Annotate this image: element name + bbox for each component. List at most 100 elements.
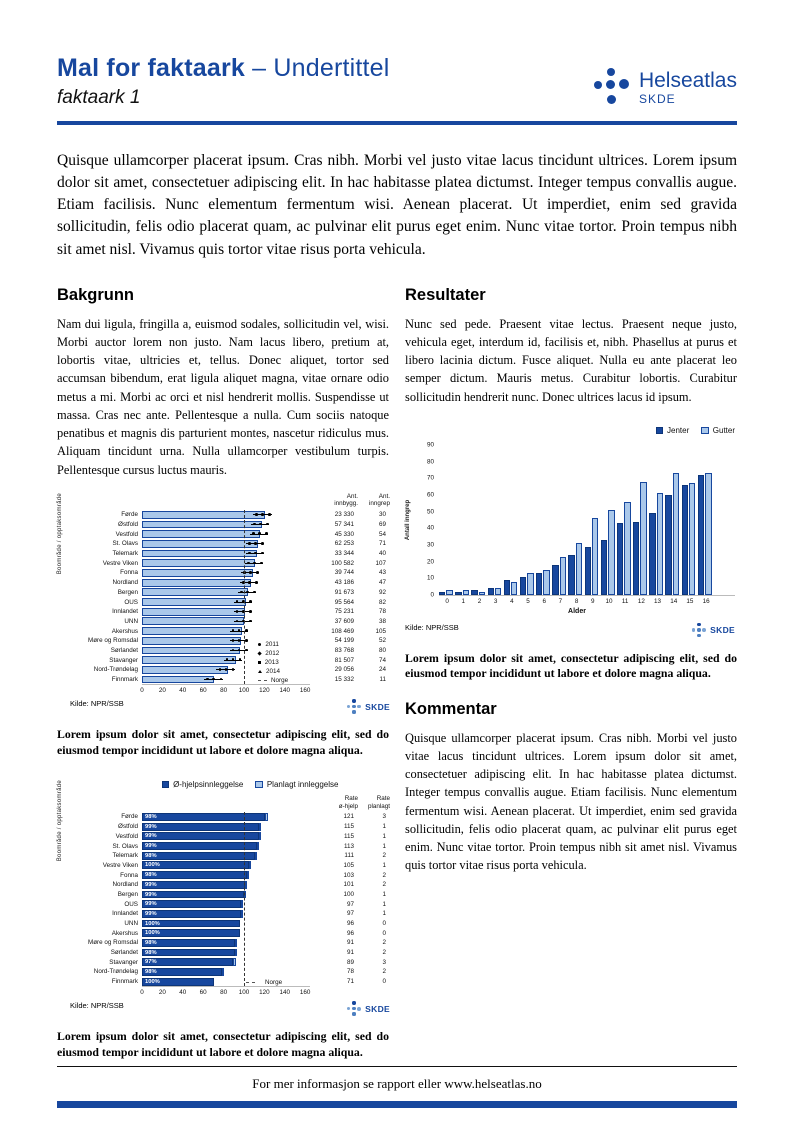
value-innbygg: 39 744 [334, 569, 354, 577]
year-point-marker [261, 513, 264, 516]
region-label: OUS [124, 900, 138, 908]
x-tick-label: 40 [179, 686, 187, 694]
year-point-marker [237, 639, 241, 642]
norge-legend: Norge [246, 978, 282, 987]
skde-dot [352, 1006, 356, 1011]
rate-bar [142, 617, 244, 626]
age-group [649, 493, 664, 595]
region-label: Stavanger [109, 656, 138, 664]
bar-percent-label: 99% [145, 910, 157, 917]
region-label: Vestre Viken [102, 559, 138, 567]
row-plot: 100% [142, 929, 310, 938]
chart-row: Nordland 43 186 47 [70, 578, 390, 588]
x-axis: 0 20 40 60 80 100 120 140 160 [140, 986, 310, 998]
rate-bar: 100% [142, 929, 240, 938]
region-label: Innlandet [112, 608, 138, 616]
value-innbygg: 15 332 [334, 676, 354, 684]
row-plot [142, 510, 310, 519]
kommentar-body: Quisque ullamcorper placerat ipsum. Cras… [405, 730, 737, 873]
chart-row: OUS 99% 97 1 [70, 899, 390, 909]
row-plot: 98% [142, 851, 310, 860]
year-point-marker [258, 532, 261, 536]
chart-row: Sørlandet 98% 91 2 [70, 948, 390, 958]
value-innbygg: 57 341 [334, 521, 354, 529]
region-label: OUS [124, 598, 138, 606]
chart-legend: Ø-hjelpsinnleggelse Planlagt innleggelse [110, 780, 390, 789]
year-point-marker [261, 542, 264, 545]
year-point-marker [253, 590, 256, 594]
bar-jenter [633, 521, 640, 595]
year-point-marker [224, 668, 228, 671]
skde-dot [352, 710, 356, 714]
bar-jenter [455, 591, 462, 595]
rate-bar [142, 510, 266, 519]
skde-dot [347, 704, 351, 709]
bar-jenter [552, 564, 559, 595]
region-label: Førde [121, 813, 138, 821]
bar-jenter [536, 573, 543, 595]
row-plot: 99% [142, 832, 310, 841]
chart-row: Bergen 99% 100 1 [70, 890, 390, 900]
bars-container [439, 445, 735, 595]
year-legend-item: 2012 [257, 649, 288, 658]
planned-bar-segment [259, 832, 262, 841]
value-inngrep: 0 [382, 929, 386, 937]
diamond-marker-icon [257, 651, 262, 656]
norge-legend-item: Norge [246, 978, 282, 987]
rate-bar: 99% [142, 880, 246, 889]
year-point-marker [249, 619, 252, 623]
value-innbygg: 43 186 [334, 579, 354, 587]
dashed-line-icon [258, 679, 267, 681]
value-inngrep: 43 [378, 569, 386, 577]
legend-swatch [655, 426, 664, 435]
bar-gutter [462, 589, 469, 595]
skde-wordmark: SKDE [365, 1003, 390, 1014]
value-innbygg: 100 [343, 890, 354, 898]
year-point-marker [248, 542, 251, 545]
chart-row: Akershus 108 469 105 [70, 626, 390, 636]
planned-bar-segment [255, 851, 258, 860]
value-inngrep: 1 [382, 832, 386, 840]
chart-row: Vestfold 45 330 54 [70, 529, 390, 539]
x-tick-label: 11 [621, 597, 629, 605]
row-plot: 99% [142, 880, 310, 889]
bar-gutter [705, 473, 712, 595]
rate-bar: 99% [142, 900, 241, 909]
year-point-marker [248, 551, 251, 555]
region-label: Vestfold [115, 832, 138, 840]
value-inngrep: 2 [382, 852, 386, 860]
age-group [439, 589, 453, 595]
header-rule [57, 121, 737, 125]
row-plot [142, 559, 310, 568]
region-label: Østfold [118, 521, 138, 529]
year-point-marker [253, 522, 256, 526]
value-inngrep: 107 [375, 559, 386, 567]
region-label: Bergen [117, 588, 138, 596]
value-inngrep: 0 [382, 920, 386, 928]
value-inngrep: 82 [378, 598, 386, 606]
skde-dot [702, 628, 707, 633]
bar-percent-label: 100% [145, 862, 160, 869]
bar-gutter [640, 481, 647, 595]
x-tick-label: 160 [299, 686, 311, 694]
legend-swatch [255, 780, 263, 789]
column-headers: Ant. innbygg. Ant. inngrep [70, 493, 390, 508]
chart-row: St. Olavs 62 253 71 [70, 539, 390, 549]
chart-row: Innlandet 75 231 78 [70, 607, 390, 617]
value-inngrep: 1 [382, 900, 386, 908]
chart-footer: Kilde: NPR/SSB SKDE [70, 1001, 390, 1016]
value-innbygg: 121 [343, 813, 354, 821]
chart-row: Sørlandet 83 768 80 [70, 646, 390, 656]
logo-wordmark: Helseatlas SKDE [639, 70, 737, 106]
bar-gutter [672, 473, 680, 595]
row-plot: 100% [142, 861, 310, 870]
chart-row: Nord-Trøndelag 29 056 24 [70, 665, 390, 675]
region-label: Sørlandet [110, 949, 138, 957]
year-point-marker [249, 571, 252, 574]
year-point-marker [219, 677, 223, 681]
skde-dot [357, 1006, 362, 1011]
age-group [681, 483, 696, 595]
year-point-marker [259, 522, 262, 526]
y-tick-label: 90 [426, 441, 434, 449]
row-plot: 98% [142, 813, 310, 821]
